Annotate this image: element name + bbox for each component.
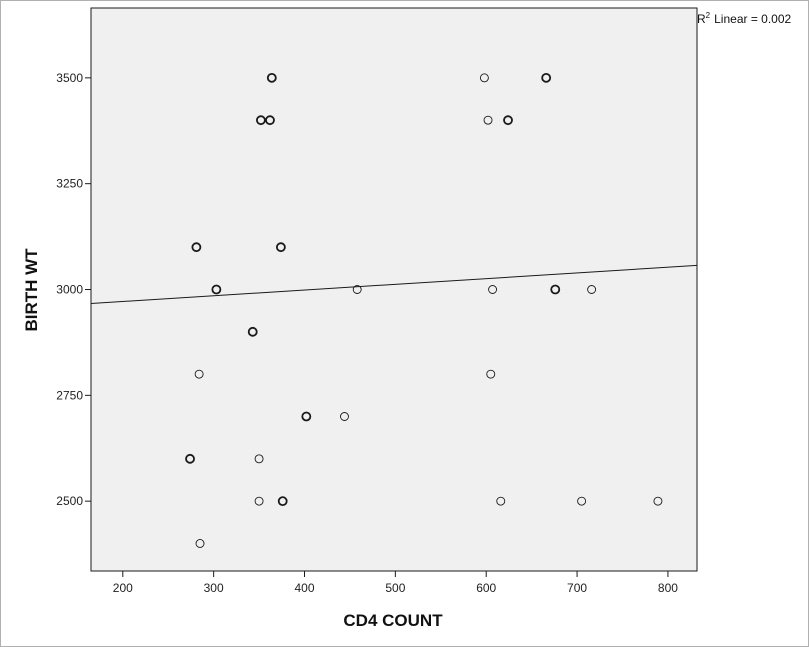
y-axis-title: BIRTH WT [22, 248, 41, 332]
data-point [577, 496, 587, 506]
data-point [265, 115, 275, 126]
data-point [496, 496, 506, 506]
data-point [194, 369, 204, 379]
data-point [488, 285, 498, 294]
x-tick-label: 300 [204, 581, 224, 595]
data-point [254, 454, 264, 464]
x-tick-label: 600 [476, 581, 496, 595]
data-point [255, 115, 266, 126]
x-tick-label: 200 [113, 581, 133, 595]
x-tick-label: 400 [294, 581, 314, 595]
r2-superscript: 2 [706, 11, 711, 20]
data-point [266, 72, 277, 83]
data-point [301, 411, 312, 422]
data-point [653, 496, 663, 506]
data-point [550, 284, 561, 295]
y-tick-label: 3250 [56, 177, 83, 191]
data-point [247, 326, 258, 337]
data-point [195, 539, 205, 548]
data-point [587, 285, 597, 294]
data-point [211, 284, 222, 295]
data-point [479, 73, 489, 83]
r2-value: Linear = 0.002 [714, 12, 791, 26]
data-point [483, 115, 493, 125]
y-tick-label: 2750 [56, 388, 83, 402]
data-point [254, 496, 264, 506]
data-point [185, 453, 195, 464]
x-tick-label: 800 [658, 581, 678, 595]
r2-letter: R [697, 12, 706, 26]
r2-linear-label: R2 Linear = 0.002 [697, 11, 792, 26]
y-tick-label: 2500 [56, 494, 83, 508]
data-point [503, 115, 513, 126]
data-point [277, 496, 288, 507]
x-tick-label: 500 [385, 581, 405, 595]
y-tick-label: 3000 [56, 283, 83, 297]
y-axis-ticks: 2500 2750 3000 3250 3500 [56, 71, 91, 508]
data-points [185, 72, 663, 548]
x-tick-label: 700 [567, 581, 587, 595]
x-axis-title: CD4 COUNT [343, 611, 443, 630]
data-point [486, 369, 496, 379]
data-point [352, 285, 362, 294]
data-point [340, 412, 349, 421]
x-axis-ticks: 200 300 400 500 600 700 800 [113, 571, 678, 595]
plot-area [90, 7, 698, 572]
y-tick-label: 3500 [56, 71, 83, 85]
data-point [191, 242, 202, 253]
linear-fit-line [90, 264, 698, 304]
data-point [275, 242, 286, 253]
data-point [541, 72, 552, 83]
